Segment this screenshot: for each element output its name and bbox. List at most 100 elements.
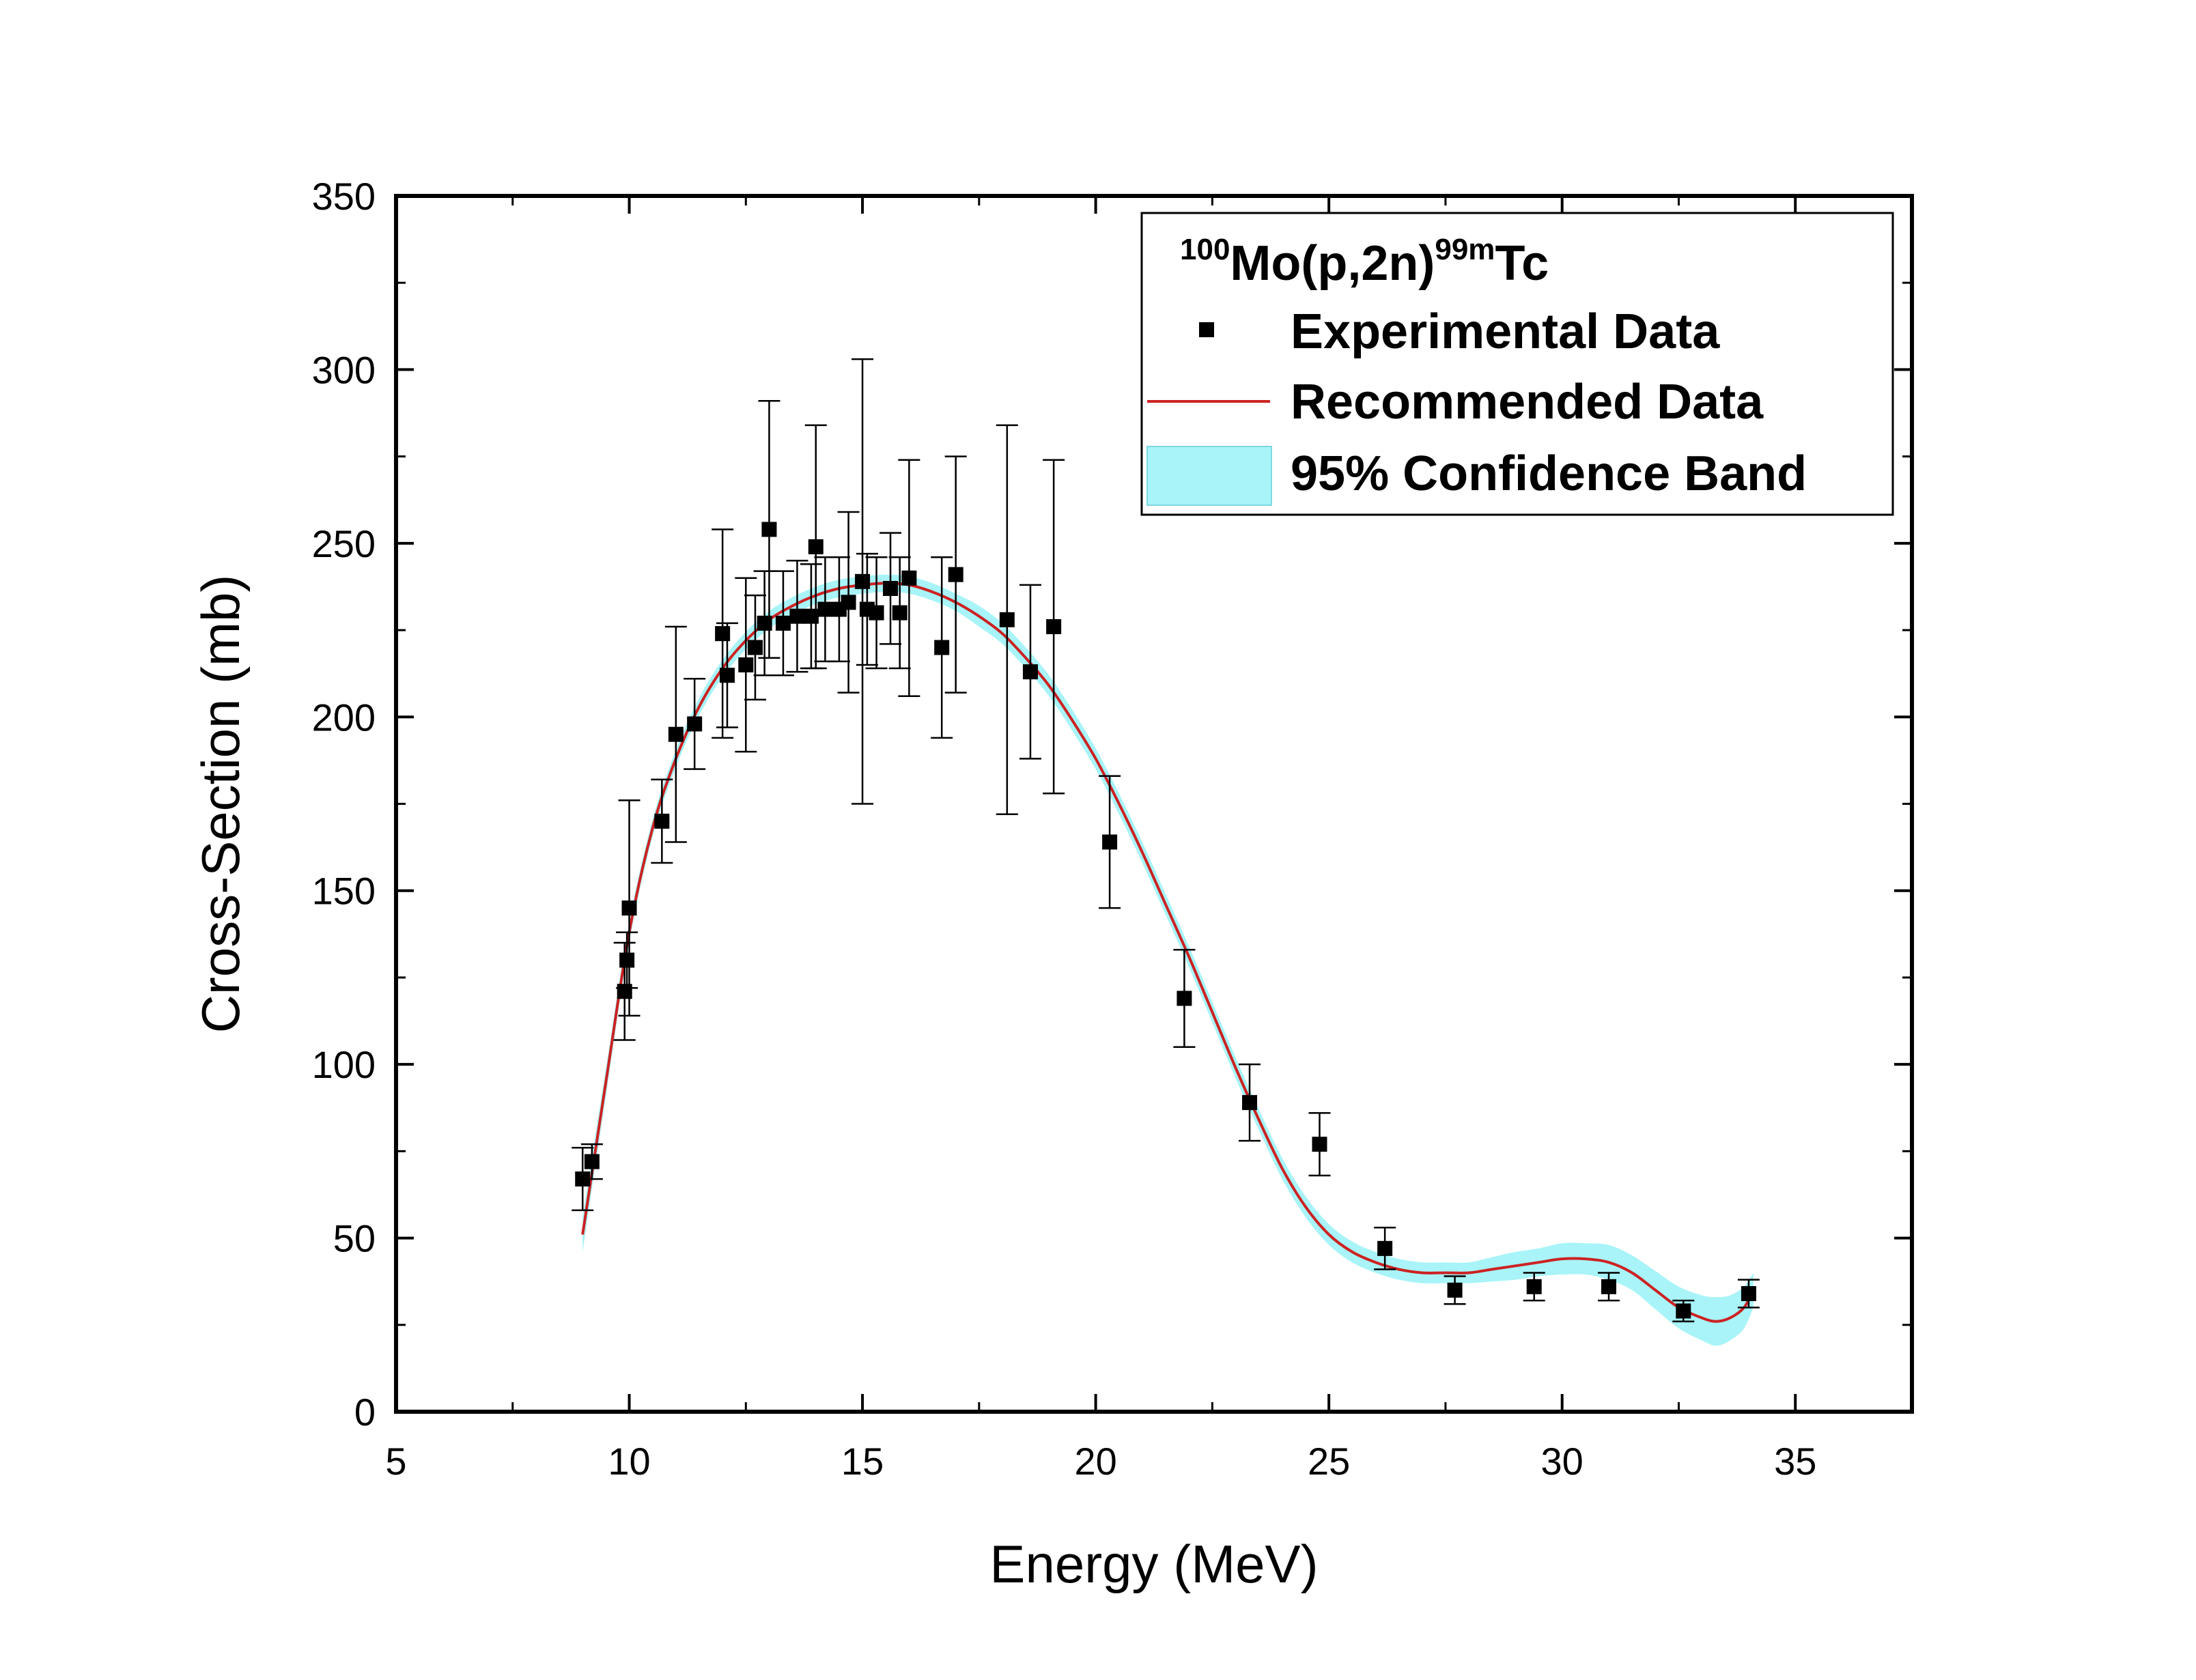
experimental-point-group [1672,1299,1695,1322]
legend-target: Mo [1230,236,1301,291]
experimental-point [1102,834,1118,850]
experimental-point [1601,1279,1616,1294]
experimental-point [808,539,824,554]
experimental-point [841,595,856,610]
experimental-point [883,581,899,597]
legend-band-label: 95% Confidence Band [1291,446,1807,501]
experimental-points-layer [572,358,1760,1322]
legend: 100Mo(p,2n)99mTc Experimental Data Recom… [1140,212,1894,516]
experimental-point-group [1239,1063,1261,1142]
experimental-point [892,605,907,621]
experimental-point-group [1737,1279,1760,1309]
experimental-point [901,570,917,586]
experimental-point [654,813,670,829]
experimental-point [1022,664,1038,680]
legend-product-mass: 99m [1435,233,1495,266]
experimental-point [1242,1095,1258,1111]
experimental-point [803,608,819,624]
experimental-point-group [814,556,836,663]
y-tick-label: 250 [312,522,376,565]
legend-product: Tc [1495,236,1549,291]
experimental-point [934,640,950,655]
experimental-point-group [804,424,827,670]
y-tick-label: 350 [312,175,376,218]
experimental-point-group [616,931,638,989]
y-tick-label: 200 [312,696,376,739]
experimental-point [789,608,805,624]
experimental-point [1177,991,1192,1006]
experimental-point-group [1374,1227,1396,1270]
y-tick-label: 50 [333,1217,376,1260]
experimental-point-group [1523,1272,1545,1302]
experimental-point [761,522,777,537]
y-tick-label: 300 [312,348,376,391]
legend-target-mass: 100 [1180,233,1230,266]
x-tick-label: 15 [841,1440,884,1483]
experimental-point-group [1043,459,1065,795]
y-axis-title: Cross-Section (mb) [191,575,251,1034]
experimental-point [668,726,684,742]
experimental-point [715,626,731,642]
experimental-point-group [1173,948,1196,1048]
experimental-point [1046,618,1062,634]
experimental-point-group [716,622,738,728]
experimental-point-group [1444,1275,1466,1305]
x-tick-label: 5 [385,1440,406,1483]
experimental-point [1676,1303,1691,1319]
confidence-band-layer [582,574,1754,1346]
experimental-point [747,640,763,655]
y-tick-label: 0 [354,1391,376,1434]
legend-recommended-label: Recommended Data [1291,375,1764,429]
experimental-point [687,716,703,732]
recommended-line-layer [581,582,1755,1323]
experimental-point-group [744,594,766,701]
experimental-point-group [735,577,757,753]
experimental-point [619,952,635,968]
experimental-point [855,573,871,589]
experimental-point-group [618,799,640,1017]
experimental-point-group [772,570,794,677]
experimental-point-group [651,778,673,864]
experimental-point [948,567,963,582]
experimental-point-group [1099,775,1121,909]
experimental-point-group [996,424,1018,816]
y-tick-label: 100 [312,1043,376,1086]
recommended-data-line [581,582,1755,1323]
confidence-band-area [582,574,1754,1346]
experimental-point-group [1019,584,1041,760]
experimental-point [584,1154,600,1169]
legend-reaction-title: 100Mo(p,2n)99mTc [1180,233,1549,291]
experimental-point-group [712,528,734,739]
experimental-point-group [865,556,888,670]
experimental-point-group [684,678,706,770]
y-tick-label: 150 [312,870,376,913]
legend-experimental-label: Experimental Data [1291,304,1720,359]
experimental-point-group [786,560,808,673]
x-tick-label: 20 [1074,1440,1116,1483]
experimental-point [1526,1279,1542,1294]
experimental-point [757,615,772,631]
experimental-point-group [851,358,874,805]
experimental-point-group [944,455,967,694]
experimental-point-group [898,459,920,698]
experimental-point-group [758,399,780,659]
experimental-point-group [837,511,860,694]
experimental-point-group [879,532,902,645]
x-tick-label: 25 [1308,1440,1350,1483]
experimental-point-group [664,625,687,843]
x-tick-label: 30 [1541,1440,1583,1483]
experimental-point [775,615,791,631]
x-tick-label: 10 [608,1440,650,1483]
experimental-point-group [888,556,911,670]
experimental-point [1312,1137,1327,1152]
experimental-point-group [931,556,953,739]
experimental-point [817,601,833,617]
legend-experimental-marker [1199,322,1214,337]
experimental-point [869,605,884,621]
experimental-point-group [1308,1112,1331,1177]
experimental-point [621,900,637,916]
experimental-point [719,668,735,683]
x-tick-label: 35 [1774,1440,1816,1483]
